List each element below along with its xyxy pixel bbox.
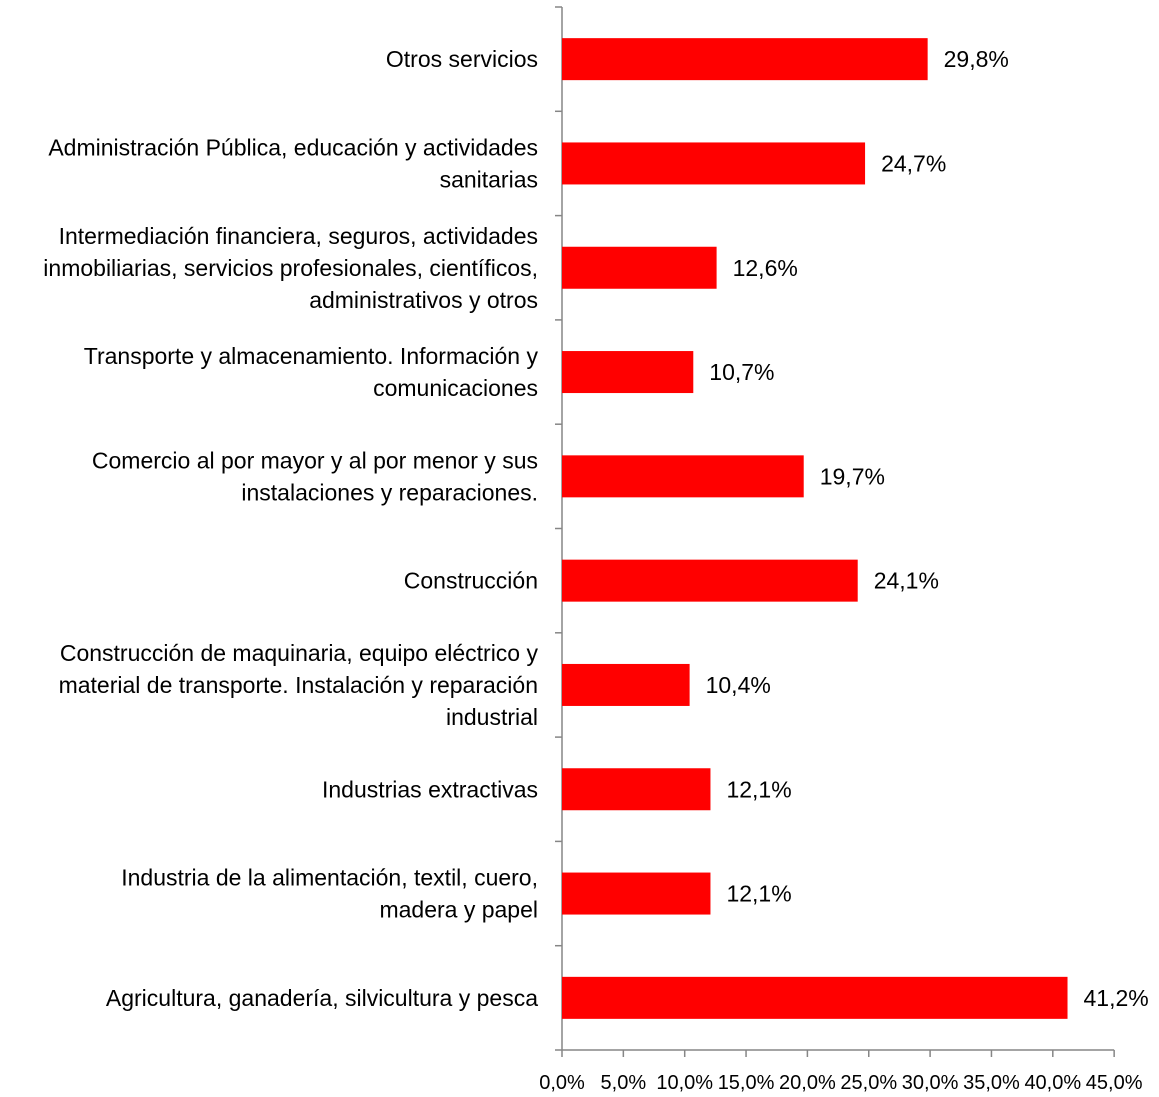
x-tick-label: 45,0% [1086,1072,1143,1094]
category-label-line: sanitarias [440,166,538,192]
category-label-line: Construcción de maquinaria, equipo eléct… [60,640,539,666]
category-label-line: administrativos y otros [309,287,538,313]
category-label-line: madera y papel [379,897,538,923]
bar [562,768,711,811]
data-label: 19,7% [820,463,885,489]
x-tick-label: 20,0% [779,1072,836,1094]
category-label: Industria de la alimentación, textil, cu… [121,865,538,923]
category-label: Administración Pública, educación y acti… [48,134,538,192]
x-tick-label: 30,0% [902,1072,959,1094]
category-label: Construcción [404,568,538,594]
category-label: Transporte y almacenamiento. Información… [84,343,539,401]
x-tick-label: 25,0% [840,1072,897,1094]
data-label: 12,6% [733,255,798,281]
x-tick-label: 35,0% [963,1072,1020,1094]
x-tick-label: 10,0% [656,1072,713,1094]
x-tick-label: 15,0% [718,1072,775,1094]
category-label-line: instalaciones y reparaciones. [241,479,538,505]
category-label: Comercio al por mayor y al por menor y s… [92,447,538,505]
data-label: 12,1% [726,776,791,802]
category-label-line: comunicaciones [373,375,538,401]
category-label: Intermediación financiera, seguros, acti… [43,223,538,313]
bar [562,142,866,185]
bar [562,663,690,706]
bar [562,246,717,289]
category-label-line: Industrias extractivas [322,776,538,802]
x-tick-label: 5,0% [601,1072,647,1094]
data-label: 10,7% [709,359,774,385]
x-tick-label: 40,0% [1024,1072,1081,1094]
category-label: Construcción de maquinaria, equipo eléct… [59,640,539,730]
category-label-line: Comercio al por mayor y al por menor y s… [92,447,538,473]
data-label: 29,8% [944,46,1009,72]
bar [562,38,928,81]
data-label: 12,1% [726,881,791,907]
category-label: Industrias extractivas [322,776,538,802]
data-label: 10,4% [706,672,771,698]
category-label-line: Administración Pública, educación y acti… [48,134,538,160]
data-label: 41,2% [1084,985,1149,1011]
x-tick-label: 0,0% [539,1072,585,1094]
bar [562,976,1068,1019]
bar [562,351,694,394]
bar [562,559,858,602]
data-label: 24,1% [874,568,939,594]
category-label: Agricultura, ganadería, silvicultura y p… [106,985,538,1011]
category-label-line: Transporte y almacenamiento. Información… [84,343,539,369]
category-label-line: Industria de la alimentación, textil, cu… [121,865,538,891]
category-label-line: Construcción [404,568,538,594]
category-label-line: Agricultura, ganadería, silvicultura y p… [106,985,538,1011]
category-label-line: Otros servicios [386,46,538,72]
category-label: Otros servicios [386,46,538,72]
bar [562,455,804,498]
category-label-line: industrial [446,704,538,730]
category-label-line: inmobiliarias, servicios profesionales, … [43,255,538,281]
data-label: 24,7% [881,150,946,176]
bar [562,872,711,915]
category-label-line: material de transporte. Instalación y re… [59,672,538,698]
category-label-line: Intermediación financiera, seguros, acti… [59,223,538,249]
